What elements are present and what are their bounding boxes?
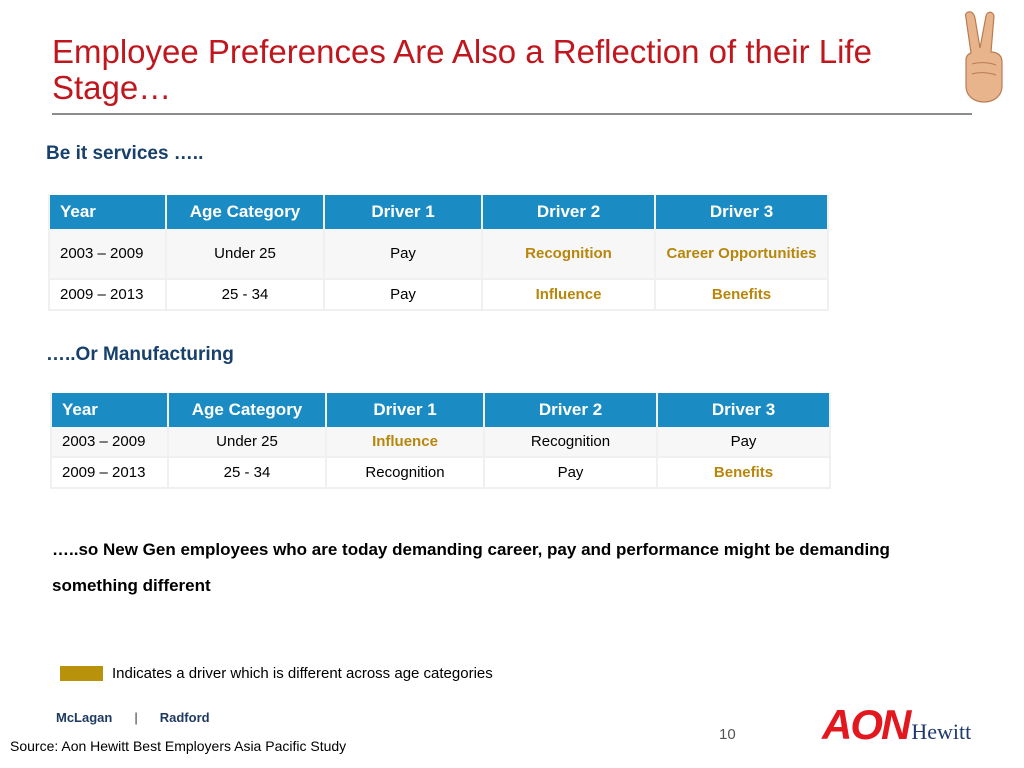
title-divider [52, 113, 972, 115]
page-number: 10 [719, 726, 736, 743]
column-header-age-category: Age Category [169, 393, 325, 427]
column-header-age-category: Age Category [167, 195, 323, 229]
driver-1-cell: Pay [325, 280, 481, 311]
age-category-cell: Under 25 [167, 229, 323, 280]
table-row: 2009 – 2013 25 - 34 Pay Influence Benefi… [50, 280, 827, 311]
table-row: 2003 – 2009 Under 25 Influence Recogniti… [52, 427, 829, 458]
driver-1-cell: Pay [325, 229, 481, 280]
year-cell: 2003 – 2009 [52, 427, 167, 458]
table-row: 2003 – 2009 Under 25 Pay Recognition Car… [50, 229, 827, 280]
driver-3-cell: Pay [658, 427, 829, 458]
column-header-year: Year [50, 195, 165, 229]
services-drivers-table: Year Age Category Driver 1 Driver 2 Driv… [48, 195, 829, 311]
age-category-cell: 25 - 34 [167, 280, 323, 311]
age-category-cell: 25 - 34 [169, 458, 325, 489]
partner-logos: McLagan | Radford [56, 710, 210, 725]
driver-3-cell-highlighted: Career Opportunities [656, 229, 827, 280]
manufacturing-heading: …..Or Manufacturing [46, 344, 234, 365]
manufacturing-drivers-table: Year Age Category Driver 1 Driver 2 Driv… [50, 393, 831, 489]
age-category-cell: Under 25 [169, 427, 325, 458]
driver-3-cell-highlighted: Benefits [658, 458, 829, 489]
aon-hewitt-logo: AONHewitt [822, 704, 971, 746]
column-header-driver-3: Driver 3 [658, 393, 829, 427]
table-header-row: Year Age Category Driver 1 Driver 2 Driv… [52, 393, 829, 427]
column-header-driver-2: Driver 2 [483, 195, 654, 229]
mclagan-logo: McLagan [56, 710, 113, 725]
driver-1-cell-highlighted: Influence [327, 427, 483, 458]
column-header-driver-1: Driver 1 [327, 393, 483, 427]
conclusion-text: …..so New Gen employees who are today de… [52, 540, 890, 595]
driver-2-cell: Pay [485, 458, 656, 489]
year-cell: 2009 – 2013 [50, 280, 165, 311]
year-cell: 2009 – 2013 [52, 458, 167, 489]
column-header-driver-1: Driver 1 [325, 195, 481, 229]
hand-victory-sign-icon [965, 11, 1003, 103]
aon-wordmark: AON [822, 701, 911, 748]
hewitt-wordmark: Hewitt [911, 719, 972, 744]
column-header-driver-3: Driver 3 [656, 195, 827, 229]
table-row: 2009 – 2013 25 - 34 Recognition Pay Bene… [52, 458, 829, 489]
driver-2-cell-highlighted: Influence [483, 280, 654, 311]
legend-text: Indicates a driver which is different ac… [112, 665, 493, 682]
driver-3-cell-highlighted: Benefits [656, 280, 827, 311]
column-header-driver-2: Driver 2 [485, 393, 656, 427]
table-header-row: Year Age Category Driver 1 Driver 2 Driv… [50, 195, 827, 229]
column-header-year: Year [52, 393, 167, 427]
year-cell: 2003 – 2009 [50, 229, 165, 280]
driver-1-cell: Recognition [327, 458, 483, 489]
driver-2-cell: Recognition [485, 427, 656, 458]
source-note: Source: Aon Hewitt Best Employers Asia P… [10, 738, 347, 754]
slide-title: Employee Preferences Are Also a Reflecti… [52, 33, 872, 106]
legend-swatch [60, 666, 103, 681]
logo-separator: | [134, 710, 138, 725]
radford-logo: Radford [159, 710, 210, 725]
services-heading: Be it services ….. [46, 143, 204, 164]
driver-2-cell-highlighted: Recognition [483, 229, 654, 280]
